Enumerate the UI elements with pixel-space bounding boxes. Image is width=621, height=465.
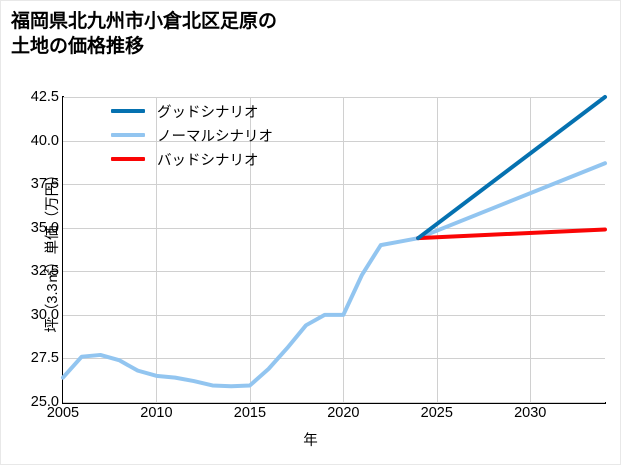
y-tick-label: 35.0 — [30, 219, 59, 236]
gridline-vertical — [436, 97, 438, 402]
gridline-horizontal — [63, 97, 605, 98]
chart-lines — [63, 97, 605, 402]
x-tick-label: 2030 — [514, 405, 547, 421]
series-line-バッドシナリオ — [418, 229, 605, 238]
legend-color-swatch — [111, 133, 145, 137]
chart-legend: グッドシナリオ ノーマルシナリオ バッドシナリオ — [111, 99, 341, 171]
y-tick-label: 32.5 — [30, 263, 59, 280]
x-tick-label: 2015 — [233, 405, 267, 421]
legend-item[interactable]: グッドシナリオ — [111, 99, 341, 123]
y-tick-label: 27.5 — [30, 350, 59, 367]
y-tick-label: 30.0 — [30, 306, 59, 323]
chart-title: 福岡県北九州市小倉北区足原の 土地の価格推移 — [11, 11, 278, 58]
y-axis-label-host: 坪（3.3㎡）単価（万円） — [1, 97, 61, 402]
x-tick-label: 2005 — [46, 405, 80, 421]
gridline-horizontal — [63, 140, 605, 142]
gridline-horizontal — [63, 358, 605, 360]
gridline-horizontal — [63, 184, 605, 186]
y-tick-label: 37.5 — [30, 176, 59, 193]
gridline-vertical — [530, 97, 532, 402]
gridline-vertical — [343, 97, 345, 402]
x-tick-label: 2025 — [420, 405, 453, 421]
plot-area: グッドシナリオ ノーマルシナリオ バッドシナリオ — [63, 97, 605, 403]
x-tick-label: 2020 — [327, 405, 360, 421]
series-line-グッドシナリオ — [418, 97, 605, 238]
series-line-ノーマルシナリオ — [63, 163, 605, 386]
legend-item[interactable]: ノーマルシナリオ — [111, 123, 341, 147]
legend-label: バッドシナリオ — [157, 152, 259, 169]
gridline-vertical — [156, 97, 158, 402]
y-tick-label: 25.0 — [30, 394, 59, 410]
legend-label: ノーマルシナリオ — [157, 128, 273, 145]
x-axis-label: 年 — [303, 433, 318, 449]
legend-color-swatch — [111, 109, 145, 113]
gridline-horizontal — [63, 271, 605, 273]
gridline-horizontal — [63, 402, 605, 403]
legend-item[interactable]: バッドシナリオ — [111, 147, 341, 171]
y-axis-label: 坪（3.3㎡）単価（万円） — [45, 166, 62, 333]
x-tick-label: 2010 — [140, 405, 173, 421]
x-axis-spine — [62, 402, 606, 404]
legend-color-swatch — [111, 157, 145, 161]
gridline-vertical — [249, 97, 251, 402]
y-tick-label: 42.5 — [30, 89, 59, 105]
gridline-horizontal — [63, 227, 605, 229]
y-tick-label: 40.0 — [30, 132, 59, 149]
legend-label: グッドシナリオ — [157, 104, 259, 121]
